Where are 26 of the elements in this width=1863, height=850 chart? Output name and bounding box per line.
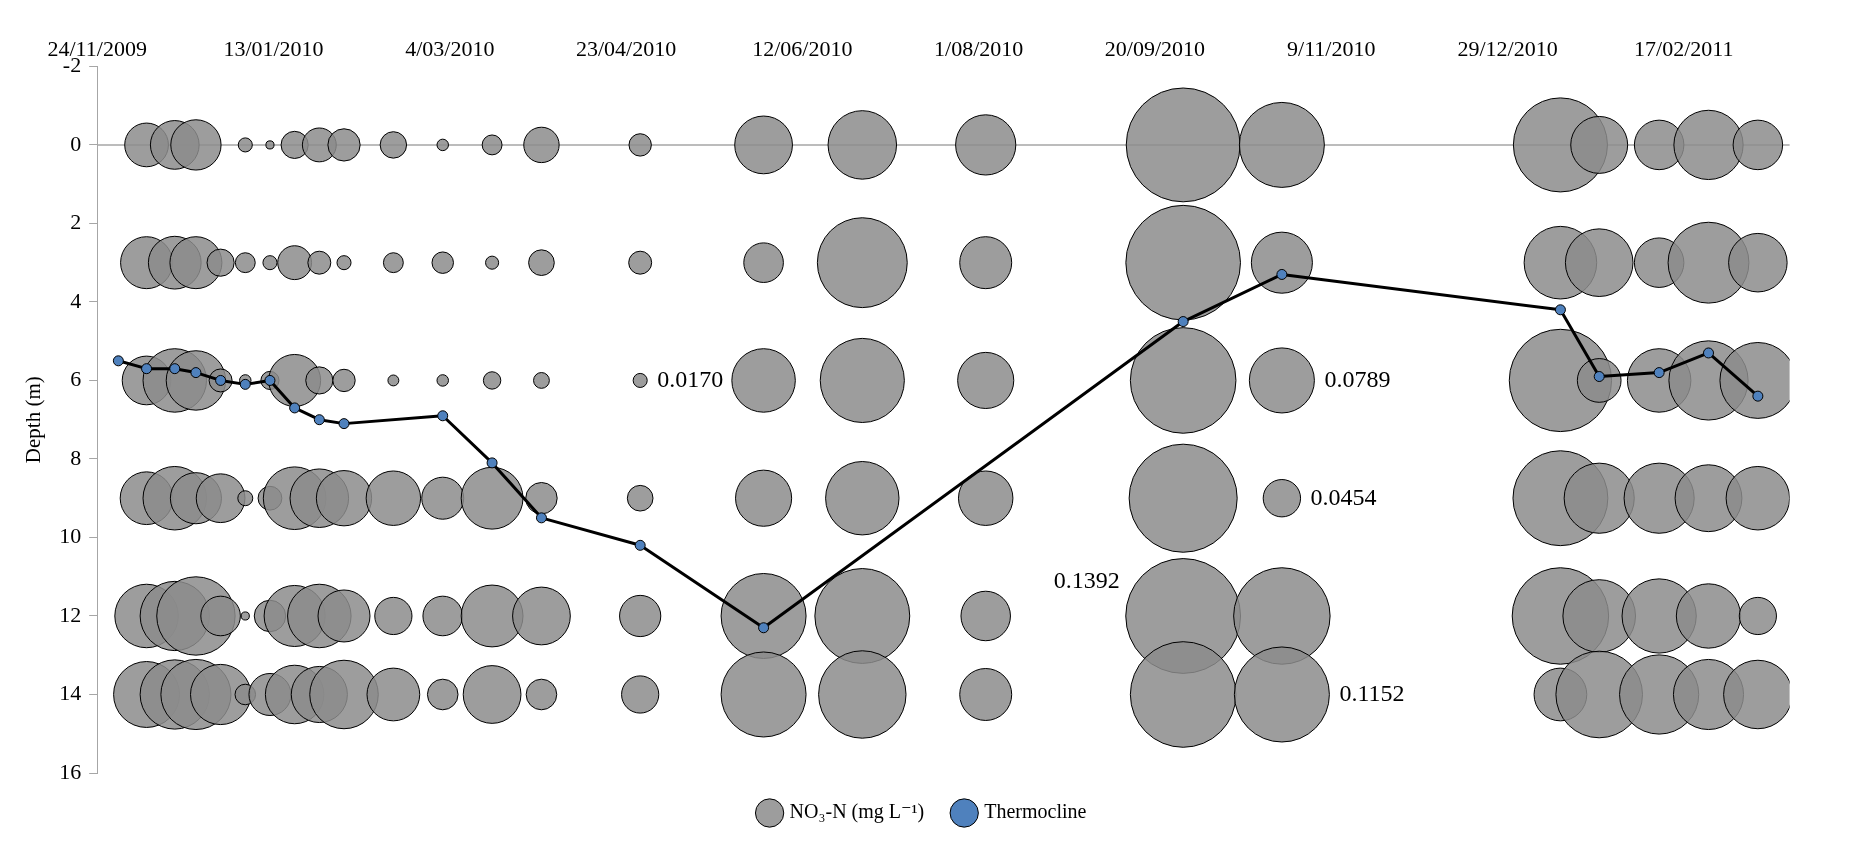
x-tick-label: 13/01/2010	[223, 35, 324, 61]
y-tick-label: 4	[70, 287, 82, 313]
annotation: 0.0454	[1310, 483, 1377, 510]
x-tick-label: 29/12/2010	[1457, 35, 1558, 61]
annotation: 0.0170	[657, 365, 724, 392]
annotation: 0.0789	[1324, 365, 1391, 392]
legend-label: Thermocline	[984, 800, 1087, 823]
x-tick-label: 9/11/2010	[1287, 35, 1376, 61]
y-tick-label: 8	[70, 444, 82, 470]
x-tick-label: 17/02/2011	[1634, 35, 1734, 61]
x-tick-label: 1/08/2010	[934, 35, 1024, 61]
x-tick-label: 4/03/2010	[405, 35, 495, 61]
y-tick-label: 16	[59, 758, 82, 784]
x-tick-label: 20/09/2010	[1104, 35, 1206, 61]
y-axis-title: Depth (m)	[21, 376, 46, 464]
annotation: 0.1392	[1053, 566, 1120, 593]
y-tick-label: 0	[70, 130, 82, 156]
y-tick-label: 10	[59, 523, 82, 549]
y-tick-label: 2	[70, 209, 82, 235]
y-tick-label: 12	[59, 601, 82, 627]
x-tick-label: 23/04/2010	[575, 35, 677, 61]
legend-label: NO₃-N (mg L⁻¹)	[789, 800, 925, 824]
y-tick-label: 14	[59, 680, 82, 706]
x-tick-label: 12/06/2010	[752, 35, 853, 61]
annotation: 0.1152	[1339, 679, 1405, 706]
y-tick-label: 6	[70, 366, 82, 392]
